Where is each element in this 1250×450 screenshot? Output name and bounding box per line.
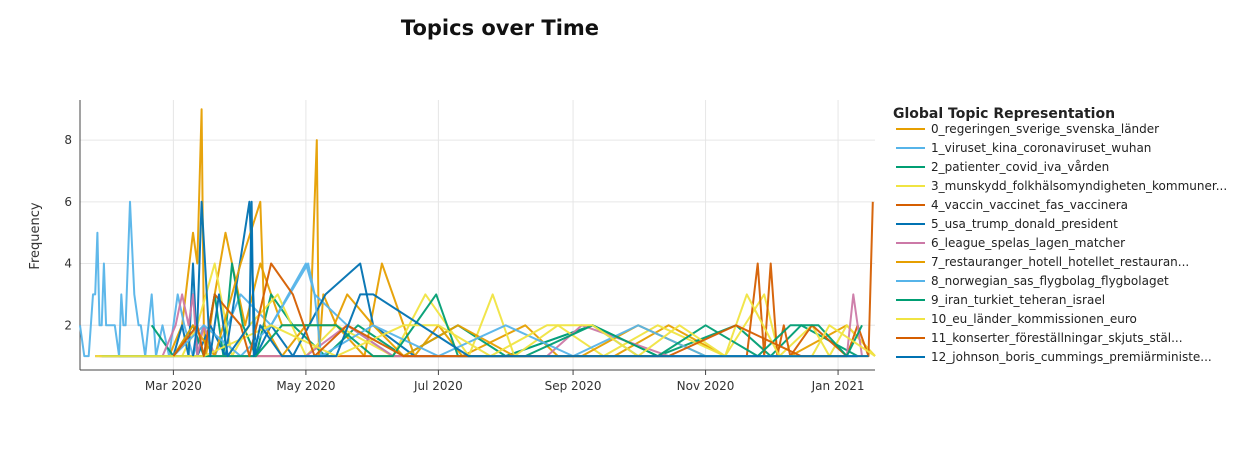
legend-item-11[interactable]: 11_konserter_föreställningar_skjuts_stäl… (896, 331, 1183, 345)
legend-item-9[interactable]: 9_iran_turkiet_teheran_israel (896, 293, 1105, 307)
axis-layer: Frequency 2 4 6 8 Mar 2020 May 2020 Jul 2020 Se… (28, 100, 875, 393)
legend-label: 9_iran_turkiet_teheran_israel (931, 293, 1105, 307)
legend-label: 12_johnson_boris_cummings_premiärministe… (931, 350, 1212, 364)
legend-item-10[interactable]: 10_eu_länder_kommissionen_euro (896, 312, 1137, 326)
legend-item-1[interactable]: 1_viruset_kina_coronaviruset_wuhan (896, 141, 1151, 155)
legend-item-5[interactable]: 5_usa_trump_donald_president (896, 217, 1118, 231)
series-layer (79, 108, 876, 358)
chart-title: Topics over Time (400, 16, 600, 40)
series-line-8 (119, 262, 858, 358)
legend-item-4[interactable]: 4_vaccin_vaccinet_fas_vaccinera (896, 198, 1128, 212)
legend-label: 1_viruset_kina_coronaviruset_wuhan (931, 141, 1151, 155)
legend-label: 5_usa_trump_donald_president (931, 217, 1118, 231)
series-line-12 (192, 200, 869, 358)
x-tick-label: May 2020 (276, 379, 335, 393)
x-tick-label: Jul 2020 (413, 379, 463, 393)
legend-item-7[interactable]: 7_restauranger_hotell_hotellet_restauran… (896, 255, 1189, 269)
legend-item-8[interactable]: 8_norwegian_sas_flygbolag_flygbolaget (896, 274, 1169, 288)
legend-label: 0_regeringen_sverige_svenska_länder (931, 122, 1159, 136)
legend-item-3[interactable]: 3_munskydd_folkhälsomyndigheten_kommuner… (896, 179, 1227, 193)
legend-item-6[interactable]: 6_league_spelas_lagen_matcher (896, 236, 1125, 250)
legend-label: 6_league_spelas_lagen_matcher (931, 236, 1125, 250)
y-tick-label: 6 (64, 195, 72, 209)
y-tick-label: 4 (64, 257, 72, 271)
legend[interactable]: Global Topic Representation 0_regeringen… (893, 106, 1227, 364)
y-tick-label: 2 (64, 318, 72, 332)
y-axis-label: Frequency (28, 202, 43, 269)
legend-label: 3_munskydd_folkhälsomyndigheten_kommuner… (931, 179, 1227, 193)
legend-label: 2_patienter_covid_iva_vården (931, 160, 1109, 174)
x-tick-label: Mar 2020 (145, 379, 202, 393)
grid-layer (80, 100, 875, 370)
legend-item-2[interactable]: 2_patienter_covid_iva_vården (896, 160, 1109, 174)
series-line-11 (172, 262, 847, 358)
x-tick-label: Nov 2020 (677, 379, 735, 393)
series-line-9 (101, 293, 863, 358)
legend-label: 7_restauranger_hotell_hotellet_restauran… (931, 255, 1189, 269)
legend-item-0[interactable]: 0_regeringen_sverige_svenska_länder (896, 122, 1159, 136)
x-tick-label: Jan 2021 (811, 379, 865, 393)
legend-label: 8_norwegian_sas_flygbolag_flygbolaget (931, 274, 1169, 288)
legend-item-12[interactable]: 12_johnson_boris_cummings_premiärministe… (896, 350, 1212, 364)
legend-label: 11_konserter_föreställningar_skjuts_stäl… (931, 331, 1183, 345)
legend-label: 4_vaccin_vaccinet_fas_vaccinera (931, 198, 1128, 212)
legend-title: Global Topic Representation (893, 106, 1115, 122)
y-tick-label: 8 (64, 133, 72, 147)
x-tick-label: Sep 2020 (545, 379, 602, 393)
legend-label: 10_eu_länder_kommissionen_euro (931, 312, 1137, 326)
